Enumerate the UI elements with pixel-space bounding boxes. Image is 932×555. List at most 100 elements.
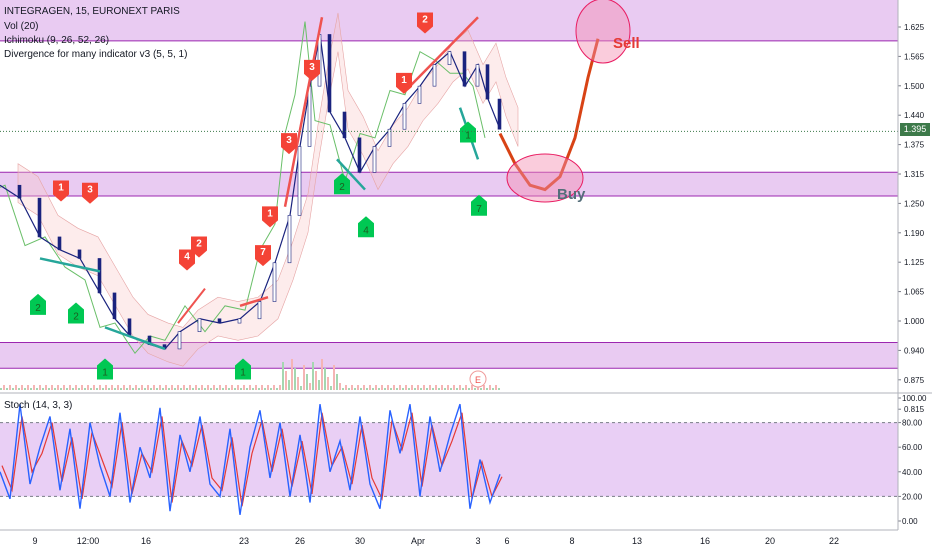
volume-bar: [27, 385, 29, 390]
volume-bar: [279, 385, 281, 390]
buy-annotation: Buy: [557, 186, 586, 203]
volume-bar: [3, 385, 5, 390]
volume-bar: [381, 385, 383, 390]
volume-bar: [219, 385, 221, 390]
candle: [127, 318, 132, 337]
zone-fill-0: [0, 0, 898, 41]
volume-bar: [159, 385, 161, 390]
x-tick-label: 23: [239, 536, 249, 546]
volume-bar: [324, 368, 326, 390]
candle: [432, 64, 437, 87]
x-tick-label: 26: [295, 536, 305, 546]
volume-bar: [486, 388, 488, 390]
bull-marker-label: 2: [35, 303, 41, 314]
y-tick-label: 1.250: [904, 199, 925, 208]
volume-bar: [435, 385, 437, 390]
bear-divergence-marker: [304, 59, 320, 81]
candle: [387, 128, 392, 147]
y-tick-label: 1.065: [904, 288, 925, 297]
stoch-y-tick-label: 0.00: [902, 517, 918, 526]
x-tick-label: 12:00: [77, 536, 100, 546]
candle: [177, 331, 182, 350]
bear-divergence-marker: [53, 180, 69, 202]
volume-bar: [144, 388, 146, 390]
volume-bar: [441, 385, 443, 390]
volume-bar: [297, 377, 299, 390]
volume-bar: [189, 385, 191, 390]
volume-bar: [378, 388, 380, 390]
volume-bar: [330, 386, 332, 390]
volume-bar: [171, 385, 173, 390]
bull-marker-label: 7: [476, 204, 482, 215]
candle: [287, 215, 292, 264]
volume-bar: [120, 388, 122, 390]
volume-bar: [450, 388, 452, 390]
volume-bar: [102, 388, 104, 390]
candle: [217, 318, 222, 324]
bull-divergence-marker: [68, 302, 84, 324]
volume-bar: [288, 380, 290, 390]
zone-fill-2: [0, 342, 898, 369]
y-tick-label: 1.375: [904, 141, 925, 150]
volume-bar: [429, 385, 431, 390]
volume-bar: [39, 385, 41, 390]
y-tick-label: 0.875: [904, 376, 925, 385]
volume-bar: [372, 388, 374, 390]
bull-divergence-marker: [460, 121, 476, 143]
volume-bar: [252, 388, 254, 390]
volume-bar: [471, 385, 473, 390]
earnings-label: E: [475, 375, 481, 385]
candle: [237, 318, 242, 324]
bull-divergence-marker: [334, 173, 350, 195]
candle: [402, 103, 407, 130]
volume-bar: [483, 385, 485, 390]
volume-bar: [63, 385, 65, 390]
sell-ellipse: [575, 0, 631, 64]
bear-marker-label: 4: [184, 251, 190, 262]
volume-bar: [36, 388, 38, 390]
volume-bar: [336, 374, 338, 390]
volume-bar: [111, 385, 113, 390]
volume-bar: [345, 385, 347, 390]
candle: [37, 197, 42, 238]
volume-bar: [240, 388, 242, 390]
zone-fill-1: [0, 172, 898, 196]
volume-bar: [432, 388, 434, 390]
stoch-k-line: [0, 403, 501, 515]
volume-bar: [246, 388, 248, 390]
volume-bar: [183, 385, 185, 390]
y-tick-label: 1.625: [904, 23, 925, 32]
volume-bar: [405, 385, 407, 390]
x-tick-label: Apr: [411, 536, 425, 546]
buy-ellipse: [506, 153, 584, 203]
volume-bar: [444, 388, 446, 390]
volume-bar: [45, 385, 47, 390]
volume-bar: [489, 385, 491, 390]
volume-bar: [411, 385, 413, 390]
volume-bar: [117, 385, 119, 390]
volume-bar: [243, 385, 245, 390]
y-tick-label: 1.000: [904, 317, 925, 326]
volume-bar: [396, 388, 398, 390]
stoch-legend: Stoch (14, 3, 3): [4, 400, 73, 411]
volume-bar: [264, 388, 266, 390]
divergence-line: [104, 326, 166, 351]
volume-bar: [294, 368, 296, 390]
x-tick-label: 16: [141, 536, 151, 546]
volume-bar: [105, 385, 107, 390]
volume-bar: [267, 385, 269, 390]
candle: [462, 51, 467, 87]
current-price-tag: 1.395: [900, 123, 930, 136]
stoch-y-tick-label: 80.00: [902, 419, 923, 428]
volume-bar: [408, 388, 410, 390]
x-tick-label: 16: [700, 536, 710, 546]
candle: [485, 64, 490, 100]
stoch-y-tick-label: 40.00: [902, 468, 923, 477]
volume-bar: [210, 388, 212, 390]
volume-bar: [414, 388, 416, 390]
volume-bar: [318, 380, 320, 390]
volume-bar: [69, 385, 71, 390]
volume-bar: [66, 388, 68, 390]
volume-bar: [393, 385, 395, 390]
